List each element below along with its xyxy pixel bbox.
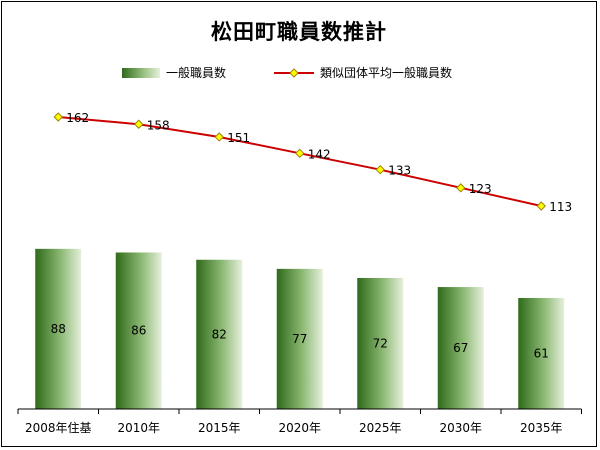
- line-marker-4: [375, 164, 385, 175]
- line-marker-5: [456, 183, 466, 193]
- line-marker-2: [214, 132, 224, 142]
- legend-item-line: 類似団体平均一般職員数: [274, 64, 452, 81]
- line-value-label-1: 158: [147, 118, 170, 132]
- chart-title: 松田町職員数推計: [211, 20, 387, 44]
- x-tick-label-3: 2020年: [278, 421, 321, 435]
- x-tick-label-5: 2030年: [439, 421, 482, 435]
- bar-4: [357, 277, 404, 409]
- x-tick-label-6: 2035年: [520, 421, 563, 435]
- line-value-label-0: 162: [66, 111, 89, 125]
- line-marker-3: [295, 148, 305, 159]
- bar-value-label-2: 82: [212, 327, 227, 341]
- bar-value-label-3: 77: [292, 332, 307, 346]
- line-marker-0: [53, 112, 63, 122]
- line-value-label-5: 123: [469, 182, 492, 196]
- legend-item-bar: 一般職員数: [122, 64, 226, 81]
- bar-value-label-5: 67: [453, 341, 468, 355]
- bar-value-label-6: 61: [534, 346, 549, 360]
- bar-3: [276, 268, 323, 409]
- bar-value-label-0: 88: [51, 322, 66, 336]
- line-value-label-6: 113: [549, 200, 572, 214]
- x-tick-label-2: 2015年: [198, 421, 241, 435]
- legend-swatch-bar: [122, 67, 160, 78]
- line-marker-1: [134, 119, 144, 129]
- line-value-label-2: 151: [227, 131, 250, 145]
- line-value-label-4: 133: [388, 164, 411, 178]
- x-tick-label-4: 2025年: [359, 421, 402, 435]
- legend-swatch-line: [274, 67, 314, 78]
- legend-label-line: 類似団体平均一般職員数: [320, 66, 453, 80]
- x-tick-label-0: 2008年住基: [25, 421, 92, 435]
- legend-label-bar: 一般職員数: [166, 66, 227, 80]
- line-marker-6: [536, 201, 546, 211]
- x-tick-label-1: 2010年: [117, 421, 160, 435]
- bar-5: [437, 287, 484, 409]
- bar-6: [518, 297, 565, 409]
- bar-value-label-1: 86: [131, 324, 146, 338]
- bar-1: [115, 252, 162, 409]
- legend: 一般職員数 類似団体平均一般職員数: [2, 64, 596, 84]
- bar-0: [35, 248, 82, 409]
- line-value-label-3: 142: [308, 147, 331, 161]
- bar-value-label-4: 72: [373, 336, 388, 350]
- bar-2: [196, 259, 243, 409]
